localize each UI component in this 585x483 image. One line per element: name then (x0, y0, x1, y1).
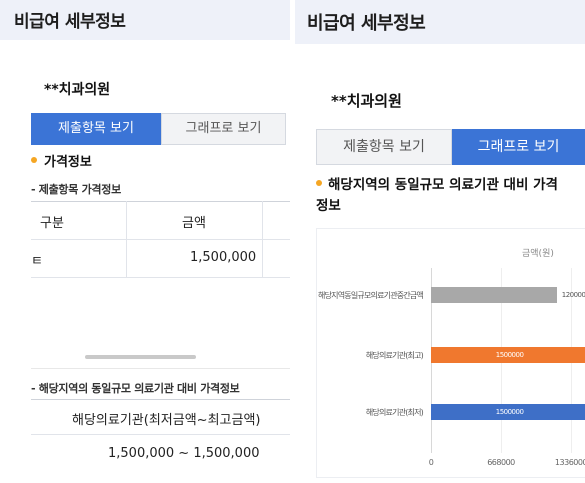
table-cell-amount: 1,500,000 (190, 250, 257, 265)
regional-table-value: 1,500,000 ~ 1,500,000 (108, 446, 260, 461)
submitted-price-title: - 제출항목 가격정보 (31, 183, 121, 196)
tab-submit-view[interactable]: 제출항목 보기 (316, 129, 452, 165)
bar-value-label: 1200000 (561, 291, 585, 299)
clinic-name: **치과의원 (44, 82, 111, 98)
page-header: 비급여 세부정보 (0, 0, 290, 40)
divider (31, 368, 290, 369)
page-header: 비급여 세부정보 (295, 0, 585, 44)
table-header-border (31, 239, 290, 240)
table-header-amount: 금액 (182, 216, 206, 231)
bullet-icon (31, 157, 37, 163)
page-title: 비급여 세부정보 (307, 13, 426, 34)
tab-submit-view[interactable]: 제출항목 보기 (31, 113, 161, 145)
regional-price-title: - 해당지역의 동일규모 의료기관 대비 가격정보 (31, 382, 240, 395)
tab-graph-view[interactable]: 그래프로 보기 (452, 129, 585, 165)
chart-unit-label: 금액(원) (522, 249, 554, 259)
right-panel: 비급여 세부정보 **치과의원 제출항목 보기 그래프로 보기 해당지역의 동일… (295, 0, 585, 483)
x-tick-label: 668000 (487, 458, 515, 467)
horizontal-scrollbar[interactable] (85, 355, 196, 359)
chart-bar[interactable] (431, 404, 585, 420)
chart-bar[interactable] (431, 287, 557, 303)
x-tick-label: 0 (428, 458, 434, 467)
table-top-border (31, 201, 290, 202)
bar-value-label: 1500000 (495, 408, 524, 416)
price-info-title: 가격정보 (44, 155, 92, 170)
bar-value-label: 1500000 (495, 351, 524, 359)
tab-graph-view[interactable]: 그래프로 보기 (161, 113, 286, 145)
table-cell-category: ㅌ (31, 254, 43, 269)
y-tick-label: 해당의료기관(최저) (365, 408, 424, 417)
regional-table-top-border (31, 399, 290, 400)
x-tick-label: 1336000 (554, 458, 585, 467)
table-header-category: 구분 (40, 216, 64, 231)
panel-gutter (290, 0, 295, 483)
page-title: 비급여 세부정보 (14, 12, 126, 32)
y-tick-label: 해당지역동일규모의료기관중간금액 (318, 291, 424, 300)
table-col-divider (262, 201, 263, 278)
y-tick-label: 해당의료기관(최고) (365, 351, 424, 360)
chart-bar[interactable] (431, 347, 585, 363)
regional-table-header: 해당의료기관(최저금액~최고금액) (72, 413, 261, 428)
left-panel: 비급여 세부정보 **치과의원 제출항목 보기 그래프로 보기 가격정보 - 제… (0, 0, 290, 483)
clinic-name: **치과의원 (331, 92, 402, 110)
bullet-icon (316, 180, 322, 186)
regional-table-header-border (31, 434, 290, 435)
table-col-divider (126, 201, 127, 278)
regional-compare-title: 해당지역의 동일규모 의료기관 대비 가격 (328, 177, 558, 193)
table-bottom-border (31, 277, 290, 278)
regional-compare-title-cont: 정보 (316, 198, 341, 214)
